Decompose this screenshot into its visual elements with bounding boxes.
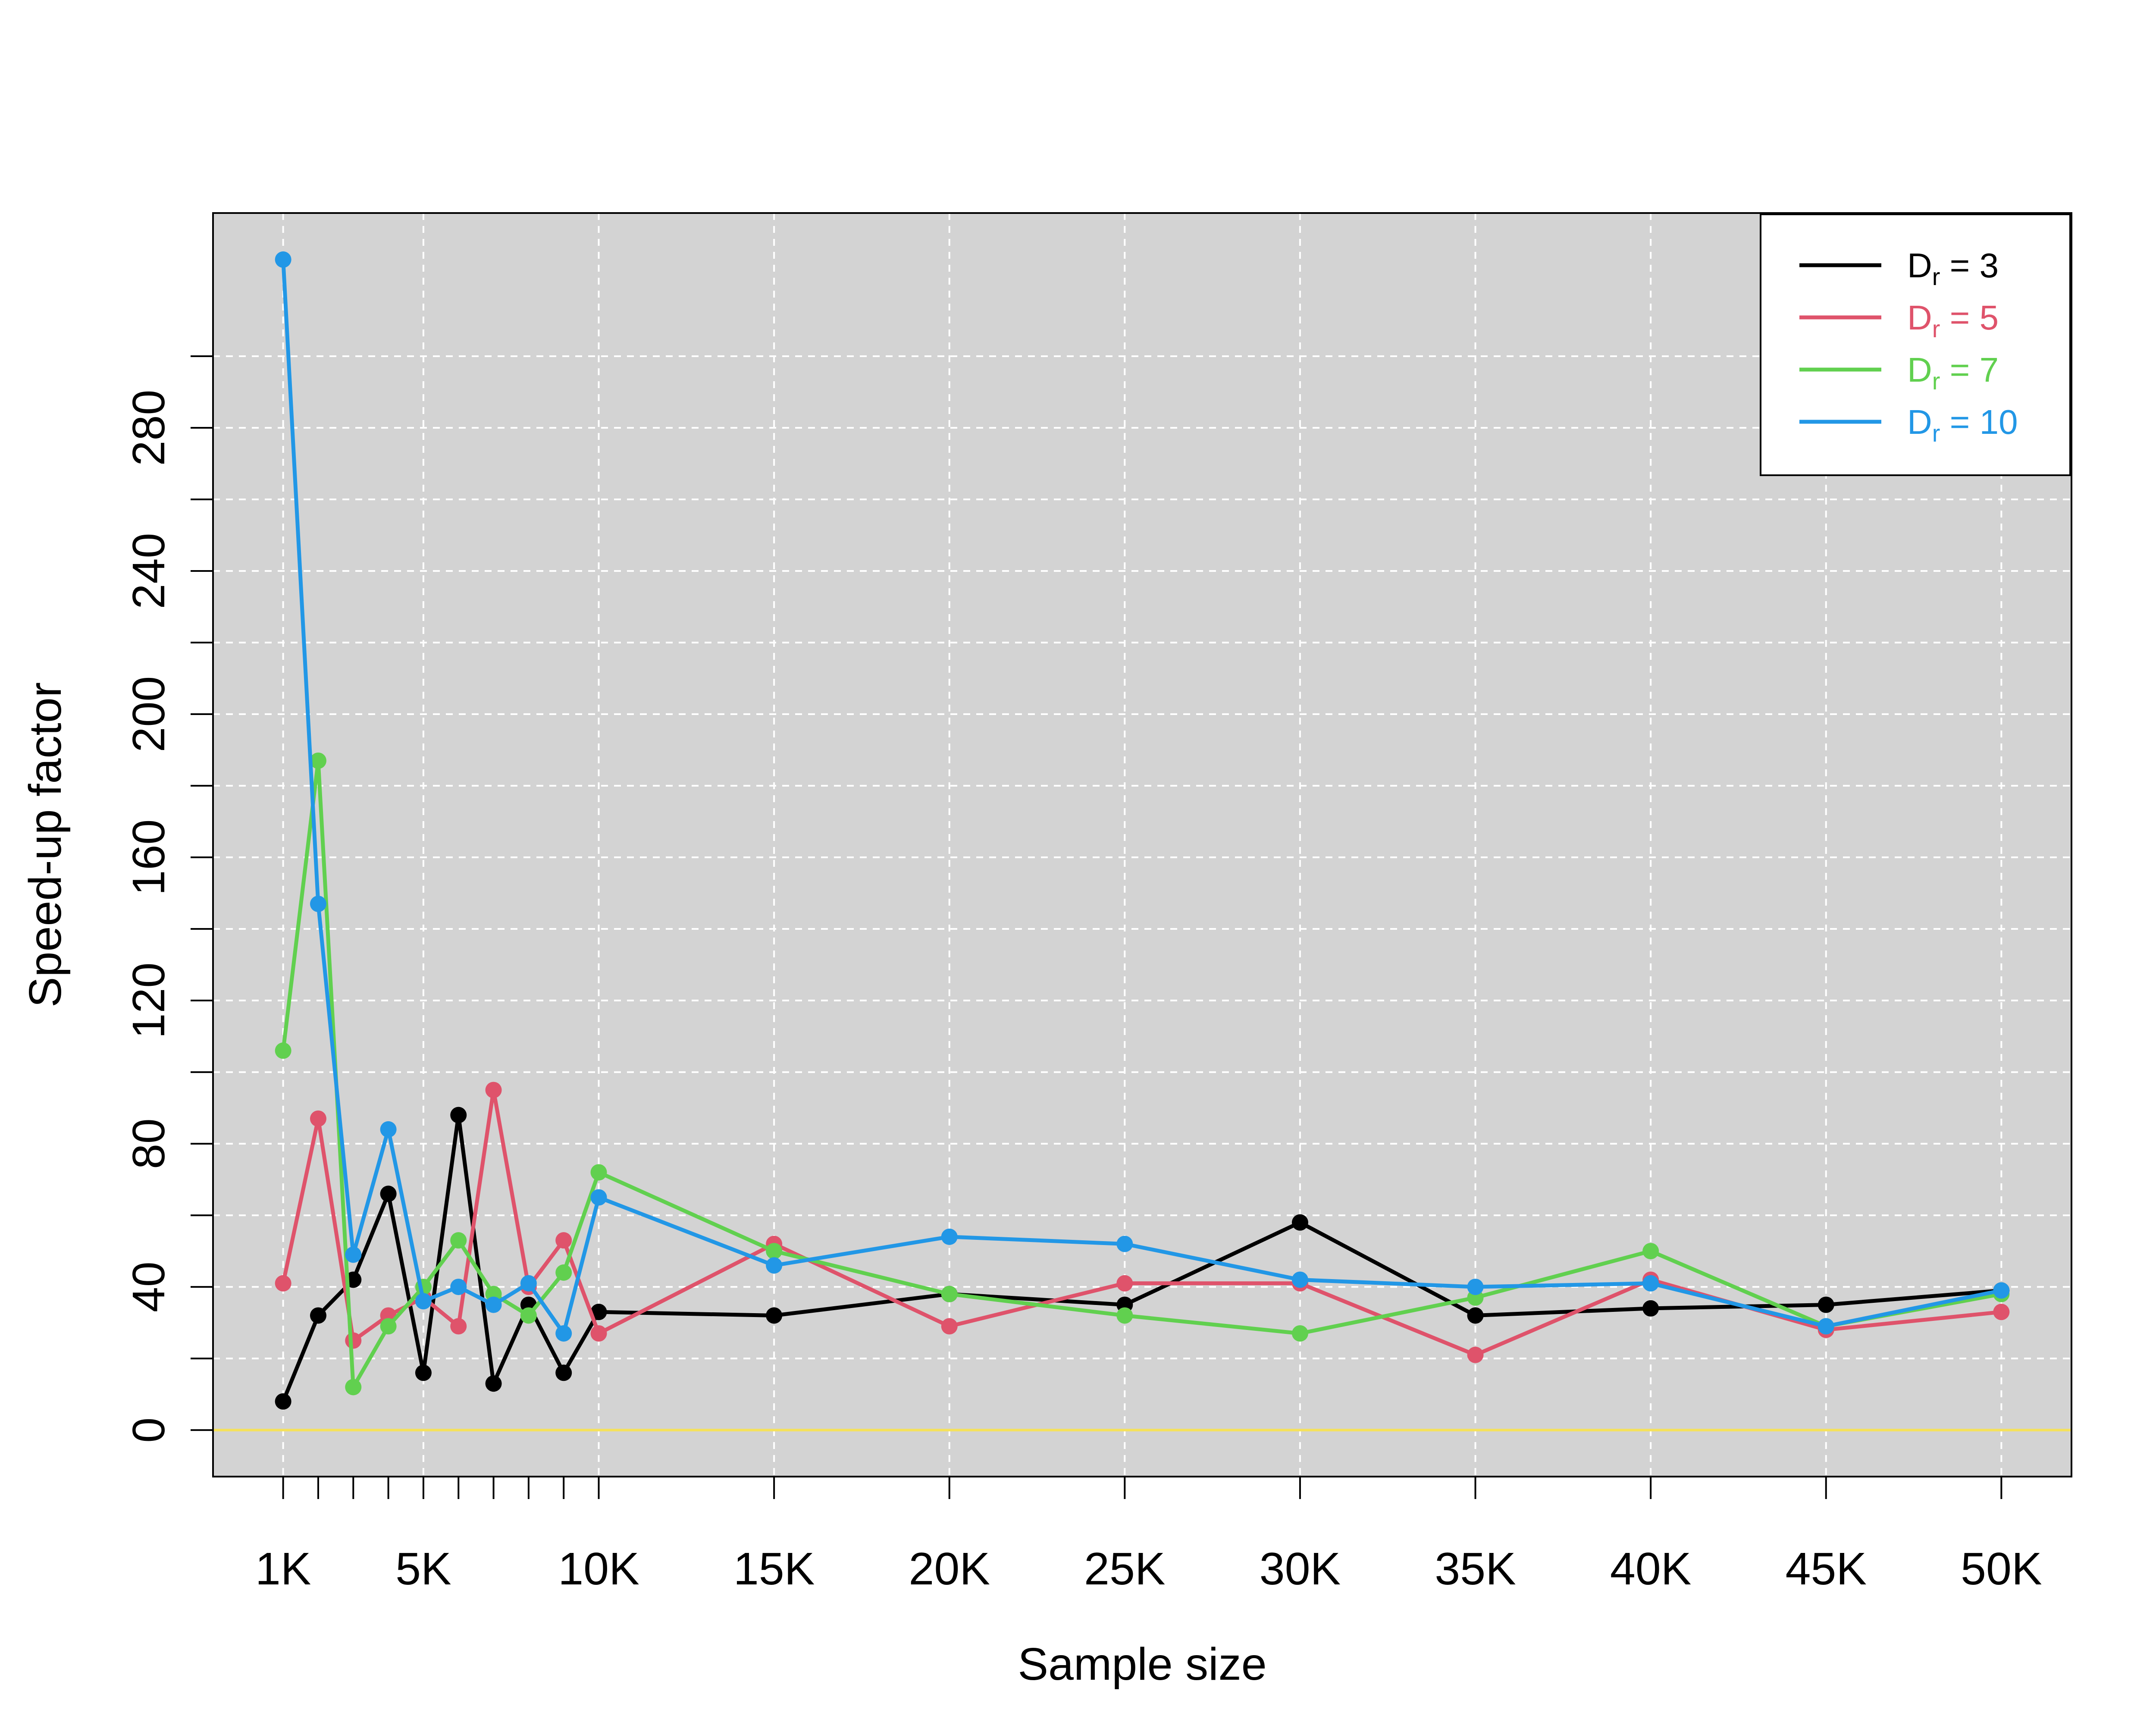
data-point [520, 1275, 537, 1292]
data-point [555, 1364, 572, 1381]
data-point [275, 1042, 291, 1059]
legend-item-4: Dr = 10 [1799, 403, 2018, 447]
data-point [1818, 1318, 1834, 1335]
x-axis: 1K 5K 10K 15K 20K 25K 30K 35K 40K 45K 50K [255, 1476, 2042, 1594]
series-layer [275, 251, 2010, 1410]
data-point [1291, 1325, 1308, 1342]
x-tick-label: 25K [1084, 1543, 1166, 1594]
data-point [1467, 1307, 1484, 1324]
data-point [1116, 1307, 1133, 1324]
data-point [310, 1110, 326, 1127]
data-point [766, 1257, 783, 1274]
x-tick-label: 15K [733, 1543, 815, 1594]
data-point [450, 1232, 467, 1249]
data-point [380, 1186, 397, 1202]
data-point [275, 1275, 291, 1292]
data-point [555, 1264, 572, 1281]
data-point [450, 1107, 467, 1123]
data-point [1467, 1279, 1484, 1295]
data-point [450, 1279, 467, 1295]
data-point [345, 1332, 362, 1349]
data-point [555, 1325, 572, 1342]
data-point [590, 1325, 607, 1342]
data-point [1818, 1296, 1834, 1313]
legend-item-1: Dr = 3 [1799, 246, 1999, 290]
data-point [766, 1243, 783, 1260]
legend: Dr = 3 Dr = 5 Dr = 7 Dr = 10 [1760, 213, 2071, 476]
x-tick-label: 30K [1260, 1543, 1341, 1594]
y-axis-label: Speed-up factor [20, 682, 71, 1007]
data-point [485, 1296, 502, 1313]
data-point [1993, 1304, 2010, 1320]
data-point [1642, 1275, 1659, 1292]
data-point [450, 1318, 467, 1335]
x-tick-label: 10K [558, 1543, 639, 1594]
data-point [275, 251, 291, 268]
data-point [941, 1286, 958, 1302]
legend-box [1760, 213, 2071, 476]
data-point [380, 1318, 397, 1335]
data-point [941, 1228, 958, 1245]
data-point [766, 1307, 783, 1324]
data-point [345, 1379, 362, 1396]
x-axis-label: Sample size [1018, 1639, 1266, 1690]
series-line [281, 259, 2002, 1336]
x-tick-label: 45K [1785, 1543, 1867, 1594]
y-tick-label: 120 [123, 963, 174, 1039]
x-tick-label: 1K [255, 1543, 311, 1594]
data-point [310, 895, 326, 912]
data-point [590, 1189, 607, 1206]
data-point [1291, 1271, 1308, 1288]
x-tick-label: 35K [1435, 1543, 1516, 1594]
data-point [275, 1393, 291, 1410]
x-tick-label: 5K [395, 1543, 451, 1594]
y-tick-label: 200 [123, 676, 174, 753]
x-tick-label: 20K [909, 1543, 990, 1594]
legend-label: Dr = 5 [1907, 298, 1999, 342]
series-line [281, 1113, 2002, 1402]
data-point [520, 1307, 537, 1324]
x-tick-label: 40K [1610, 1543, 1692, 1594]
data-point [1291, 1214, 1308, 1231]
data-point [380, 1121, 397, 1138]
data-point [1467, 1346, 1484, 1363]
y-tick-label: 40 [123, 1261, 174, 1312]
data-point [555, 1232, 572, 1249]
data-point [1993, 1282, 2010, 1299]
y-tick-label: 280 [123, 390, 174, 466]
data-point [310, 1307, 326, 1324]
legend-label: Dr = 3 [1907, 246, 1999, 290]
data-point [345, 1246, 362, 1263]
legend-label: Dr = 7 [1907, 351, 1999, 395]
y-axis: 0 40 80 120 160 200 240 280 [123, 355, 214, 1443]
data-point [1642, 1300, 1659, 1317]
data-point [941, 1318, 958, 1335]
y-tick-label: 160 [123, 819, 174, 896]
y-tick-label: 80 [123, 1118, 174, 1169]
legend-item-3: Dr = 7 [1799, 351, 1999, 395]
x-tick-label: 50K [1961, 1543, 2042, 1594]
data-point [590, 1304, 607, 1320]
data-point [1116, 1236, 1133, 1252]
series-1 [275, 1107, 2010, 1410]
legend-label: Dr = 10 [1907, 403, 2018, 447]
series-line [281, 759, 2002, 1389]
data-point [485, 1375, 502, 1392]
data-point [310, 752, 326, 769]
y-tick-label: 0 [123, 1418, 174, 1443]
data-point [415, 1293, 432, 1310]
data-point [1642, 1243, 1659, 1260]
data-point [415, 1364, 432, 1381]
legend-item-2: Dr = 5 [1799, 298, 1999, 342]
data-point [1116, 1275, 1133, 1292]
series-4 [275, 251, 2010, 1342]
data-point [590, 1164, 607, 1181]
y-tick-label: 240 [123, 533, 174, 609]
data-point [485, 1082, 502, 1098]
